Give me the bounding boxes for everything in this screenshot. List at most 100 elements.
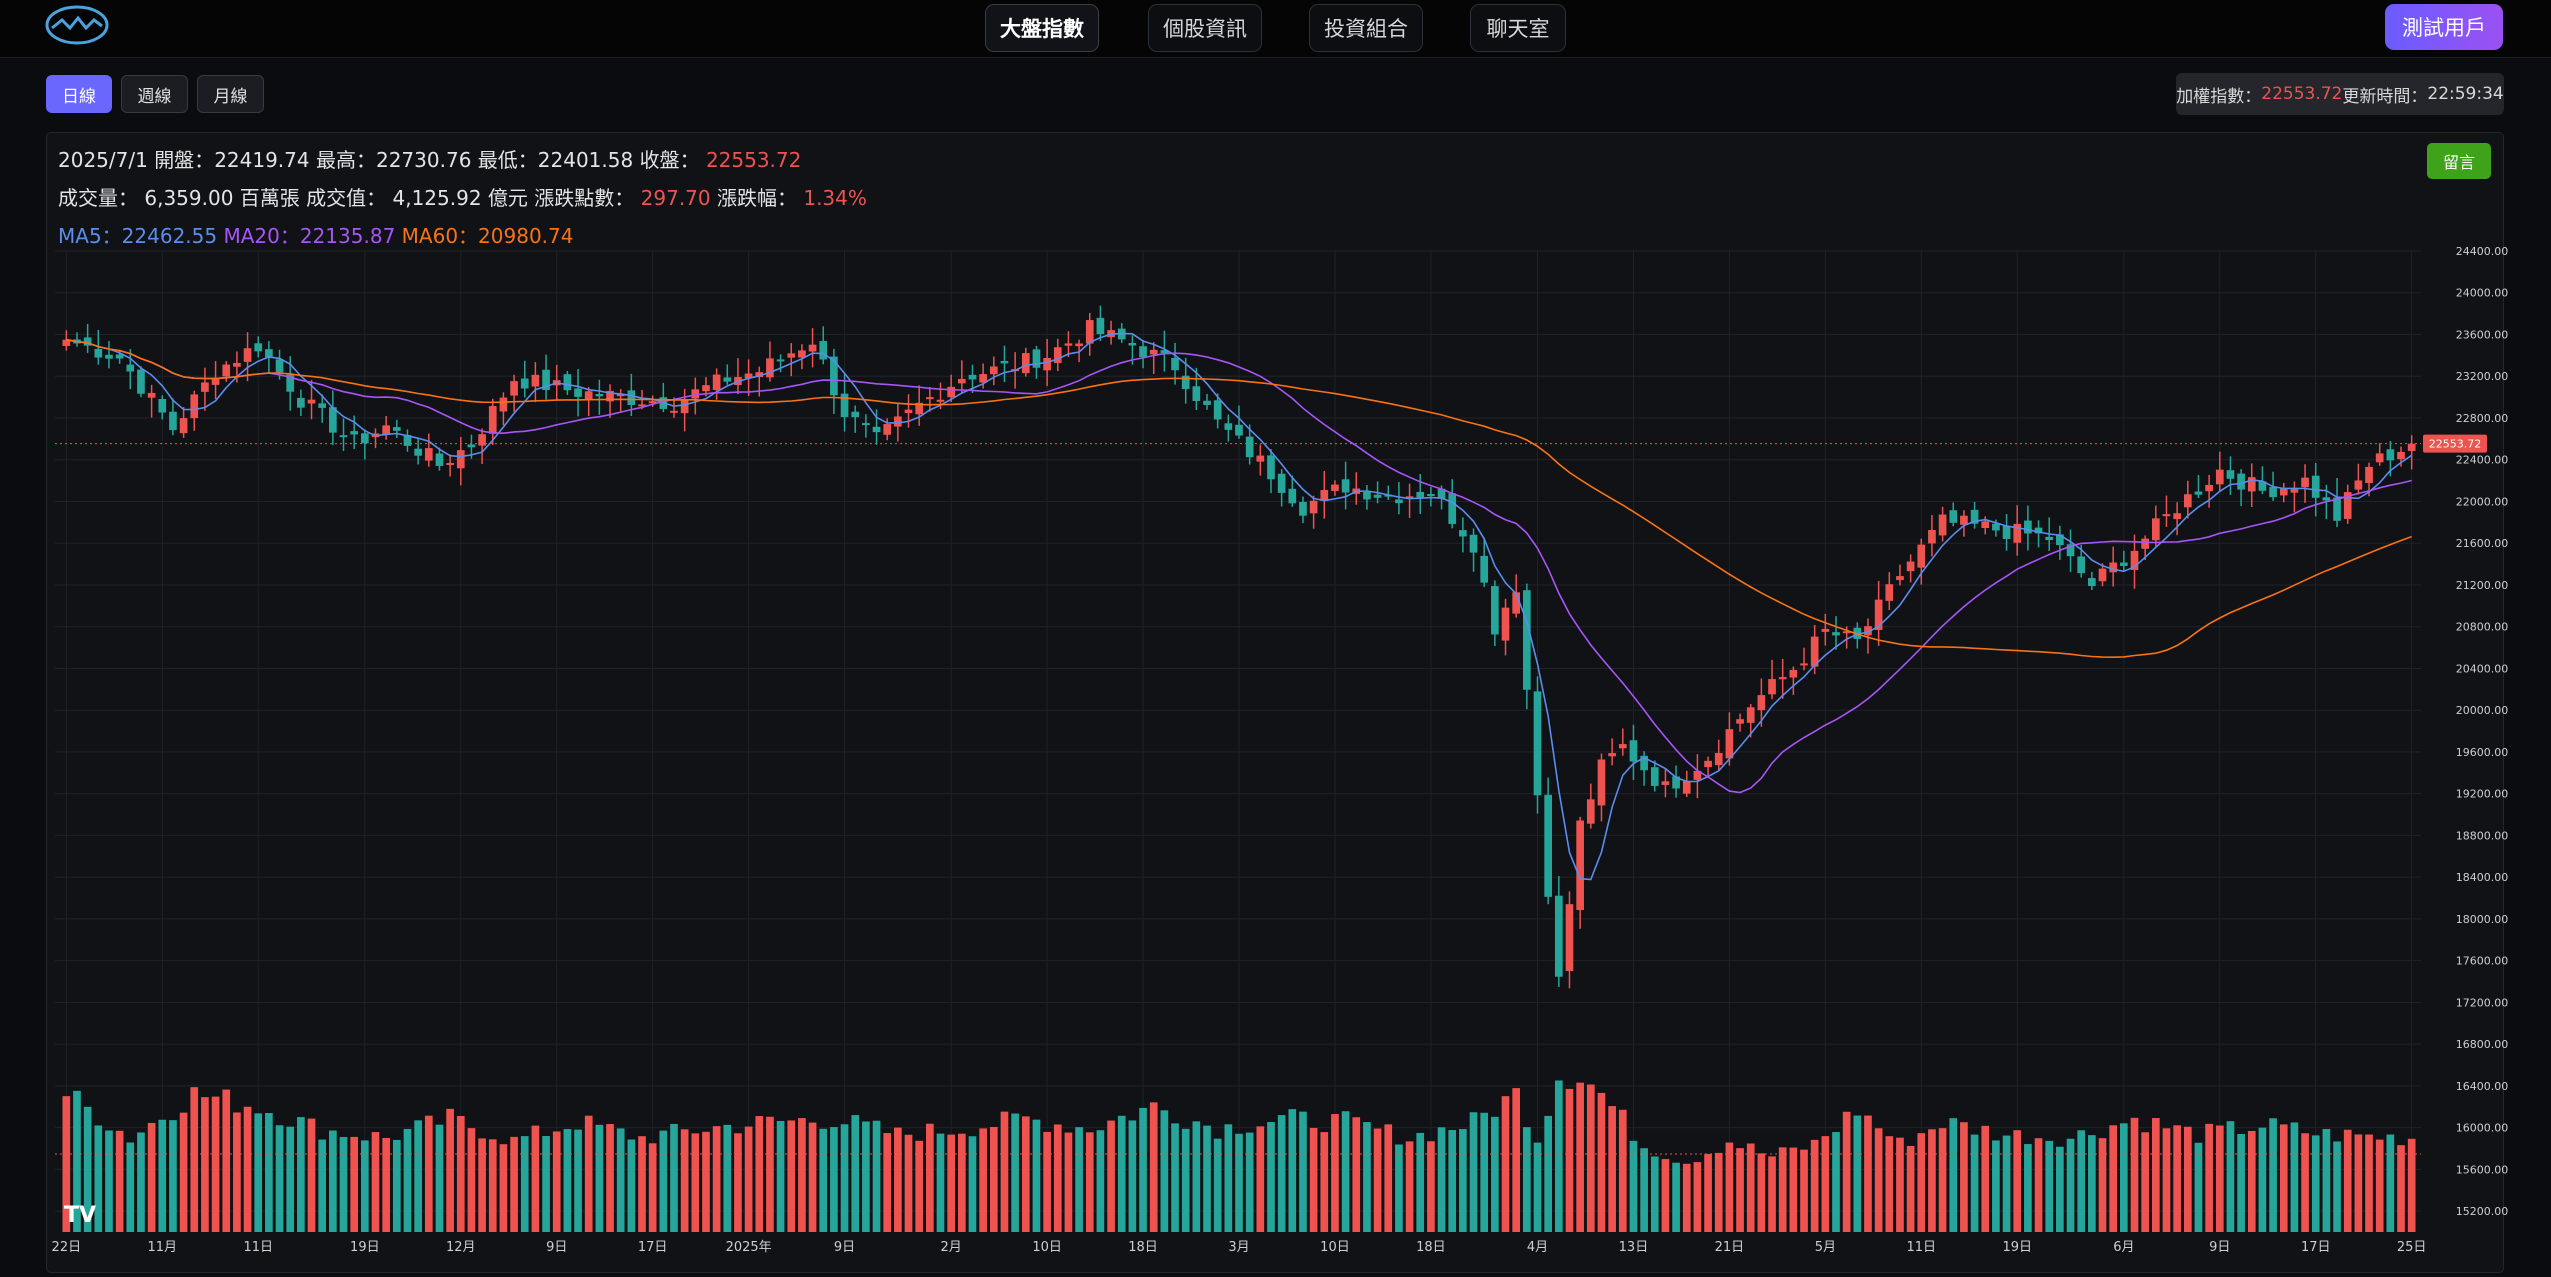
user-account-button[interactable]: 測試用戶 — [2385, 4, 2503, 50]
ma5-label: MA5： — [58, 224, 122, 248]
period-monthly-button[interactable]: 月線 — [197, 75, 264, 113]
amount-value: 4,125.92 億元 — [392, 186, 528, 210]
volume-bar — [712, 1126, 721, 1232]
candle-body — [2151, 518, 2160, 541]
ma5-line — [66, 332, 2413, 881]
candle-body — [2226, 470, 2235, 479]
candle-body — [766, 358, 774, 378]
volume-bar — [307, 1118, 316, 1232]
candle-body — [2386, 449, 2395, 461]
candle-body — [424, 448, 433, 461]
candle-body — [947, 386, 956, 398]
nav-chat-room[interactable]: 聊天室 — [1470, 4, 1566, 52]
volume-bar — [1021, 1116, 1030, 1232]
x-tick-label: 11日 — [243, 1240, 273, 1255]
volume-bar — [552, 1131, 561, 1232]
volume-bar — [1405, 1141, 1414, 1232]
x-tick-label: 21日 — [1715, 1240, 1745, 1255]
candle-body — [1181, 375, 1190, 390]
volume-bar — [904, 1134, 913, 1232]
candle-body — [1565, 904, 1574, 972]
y-tick-label: 15600.00 — [2456, 1163, 2509, 1176]
logo-icon[interactable] — [44, 2, 110, 48]
y-tick-label: 23200.00 — [2456, 370, 2509, 383]
volume-bar — [1085, 1132, 1094, 1232]
message-button[interactable]: 留言 — [2427, 143, 2491, 179]
candle-body — [1661, 781, 1670, 785]
volume-bar — [563, 1129, 572, 1232]
y-tick-label: 18000.00 — [2456, 913, 2509, 926]
volume-bar — [1789, 1147, 1798, 1232]
bar-date: 2025/7/1 — [58, 148, 148, 172]
volume-bar — [926, 1123, 934, 1232]
nav-market-index[interactable]: 大盤指數 — [985, 4, 1099, 52]
volume-bar — [1960, 1122, 1968, 1232]
y-tick-label: 20400.00 — [2456, 662, 2509, 675]
volume-bar — [1800, 1149, 1808, 1232]
y-tick-label: 19200.00 — [2456, 788, 2509, 801]
candle-body — [1000, 360, 1009, 364]
candle-body — [584, 391, 593, 400]
x-tick-label: 3月 — [1228, 1240, 1249, 1255]
candle-body — [233, 362, 241, 367]
candle-body — [1757, 695, 1766, 711]
volume-bar — [1629, 1140, 1638, 1232]
volume-bar — [1618, 1109, 1627, 1232]
x-tick-label: 6月 — [2113, 1240, 2134, 1255]
candle-body — [275, 359, 284, 373]
candle-body — [2024, 520, 2032, 534]
period-weekly-button[interactable]: 週線 — [121, 75, 188, 113]
y-tick-label: 20800.00 — [2456, 621, 2509, 634]
candle-body — [83, 337, 92, 346]
volume-bar — [265, 1113, 273, 1232]
volume-bar — [137, 1132, 145, 1232]
y-tick-label: 16000.00 — [2456, 1122, 2509, 1135]
x-tick-label: 11月 — [148, 1240, 178, 1255]
volume-bar — [2343, 1129, 2352, 1232]
candle-body — [1043, 357, 1051, 371]
volume-bar — [1810, 1139, 1819, 1232]
volume-bar — [2258, 1127, 2267, 1232]
candle-body — [147, 392, 156, 398]
candle-body — [648, 401, 657, 404]
volume-bar — [1992, 1140, 2000, 1232]
volume-bar — [1341, 1111, 1350, 1232]
candle-body — [830, 356, 838, 396]
x-tick-label: 25日 — [2397, 1240, 2427, 1255]
volume-bar — [957, 1133, 966, 1232]
volume-bar — [467, 1128, 476, 1232]
volume-bar — [1395, 1144, 1403, 1232]
volume-bar — [1075, 1127, 1083, 1232]
candle-body — [1235, 424, 1243, 436]
volume-bar — [1117, 1115, 1126, 1232]
volume-bar — [2365, 1134, 2373, 1232]
low-label: 最低： — [477, 148, 538, 172]
nav-stock-info[interactable]: 個股資訊 — [1148, 4, 1262, 52]
candle-body — [169, 411, 177, 431]
volume-bar — [2205, 1123, 2213, 1232]
volume-bar — [1309, 1127, 1318, 1232]
period-daily-button[interactable]: 日線 — [46, 75, 112, 113]
volume-bar — [382, 1137, 390, 1232]
volume-bar — [1512, 1088, 1521, 1232]
volume-bar — [1981, 1125, 1990, 1232]
volume-bar — [2301, 1133, 2309, 1232]
volume-bar — [1906, 1145, 1915, 1232]
candle-body — [1437, 488, 1446, 499]
nav-portfolio[interactable]: 投資組合 — [1309, 4, 1423, 52]
volume-bar — [1107, 1120, 1115, 1232]
volume-bar — [1011, 1113, 1019, 1232]
volume-bar — [2088, 1135, 2096, 1232]
volume-bar — [147, 1122, 156, 1232]
candle-body — [2162, 514, 2171, 517]
volume-bar — [616, 1128, 625, 1232]
volume-bar — [169, 1120, 177, 1232]
candle-body — [1213, 400, 1222, 420]
candle-body — [957, 378, 966, 384]
candle-body — [201, 382, 209, 392]
close-label: 收盤： — [639, 148, 700, 172]
candle-body — [542, 369, 550, 391]
chart-panel — [46, 132, 2504, 1273]
candle-body — [446, 463, 454, 466]
